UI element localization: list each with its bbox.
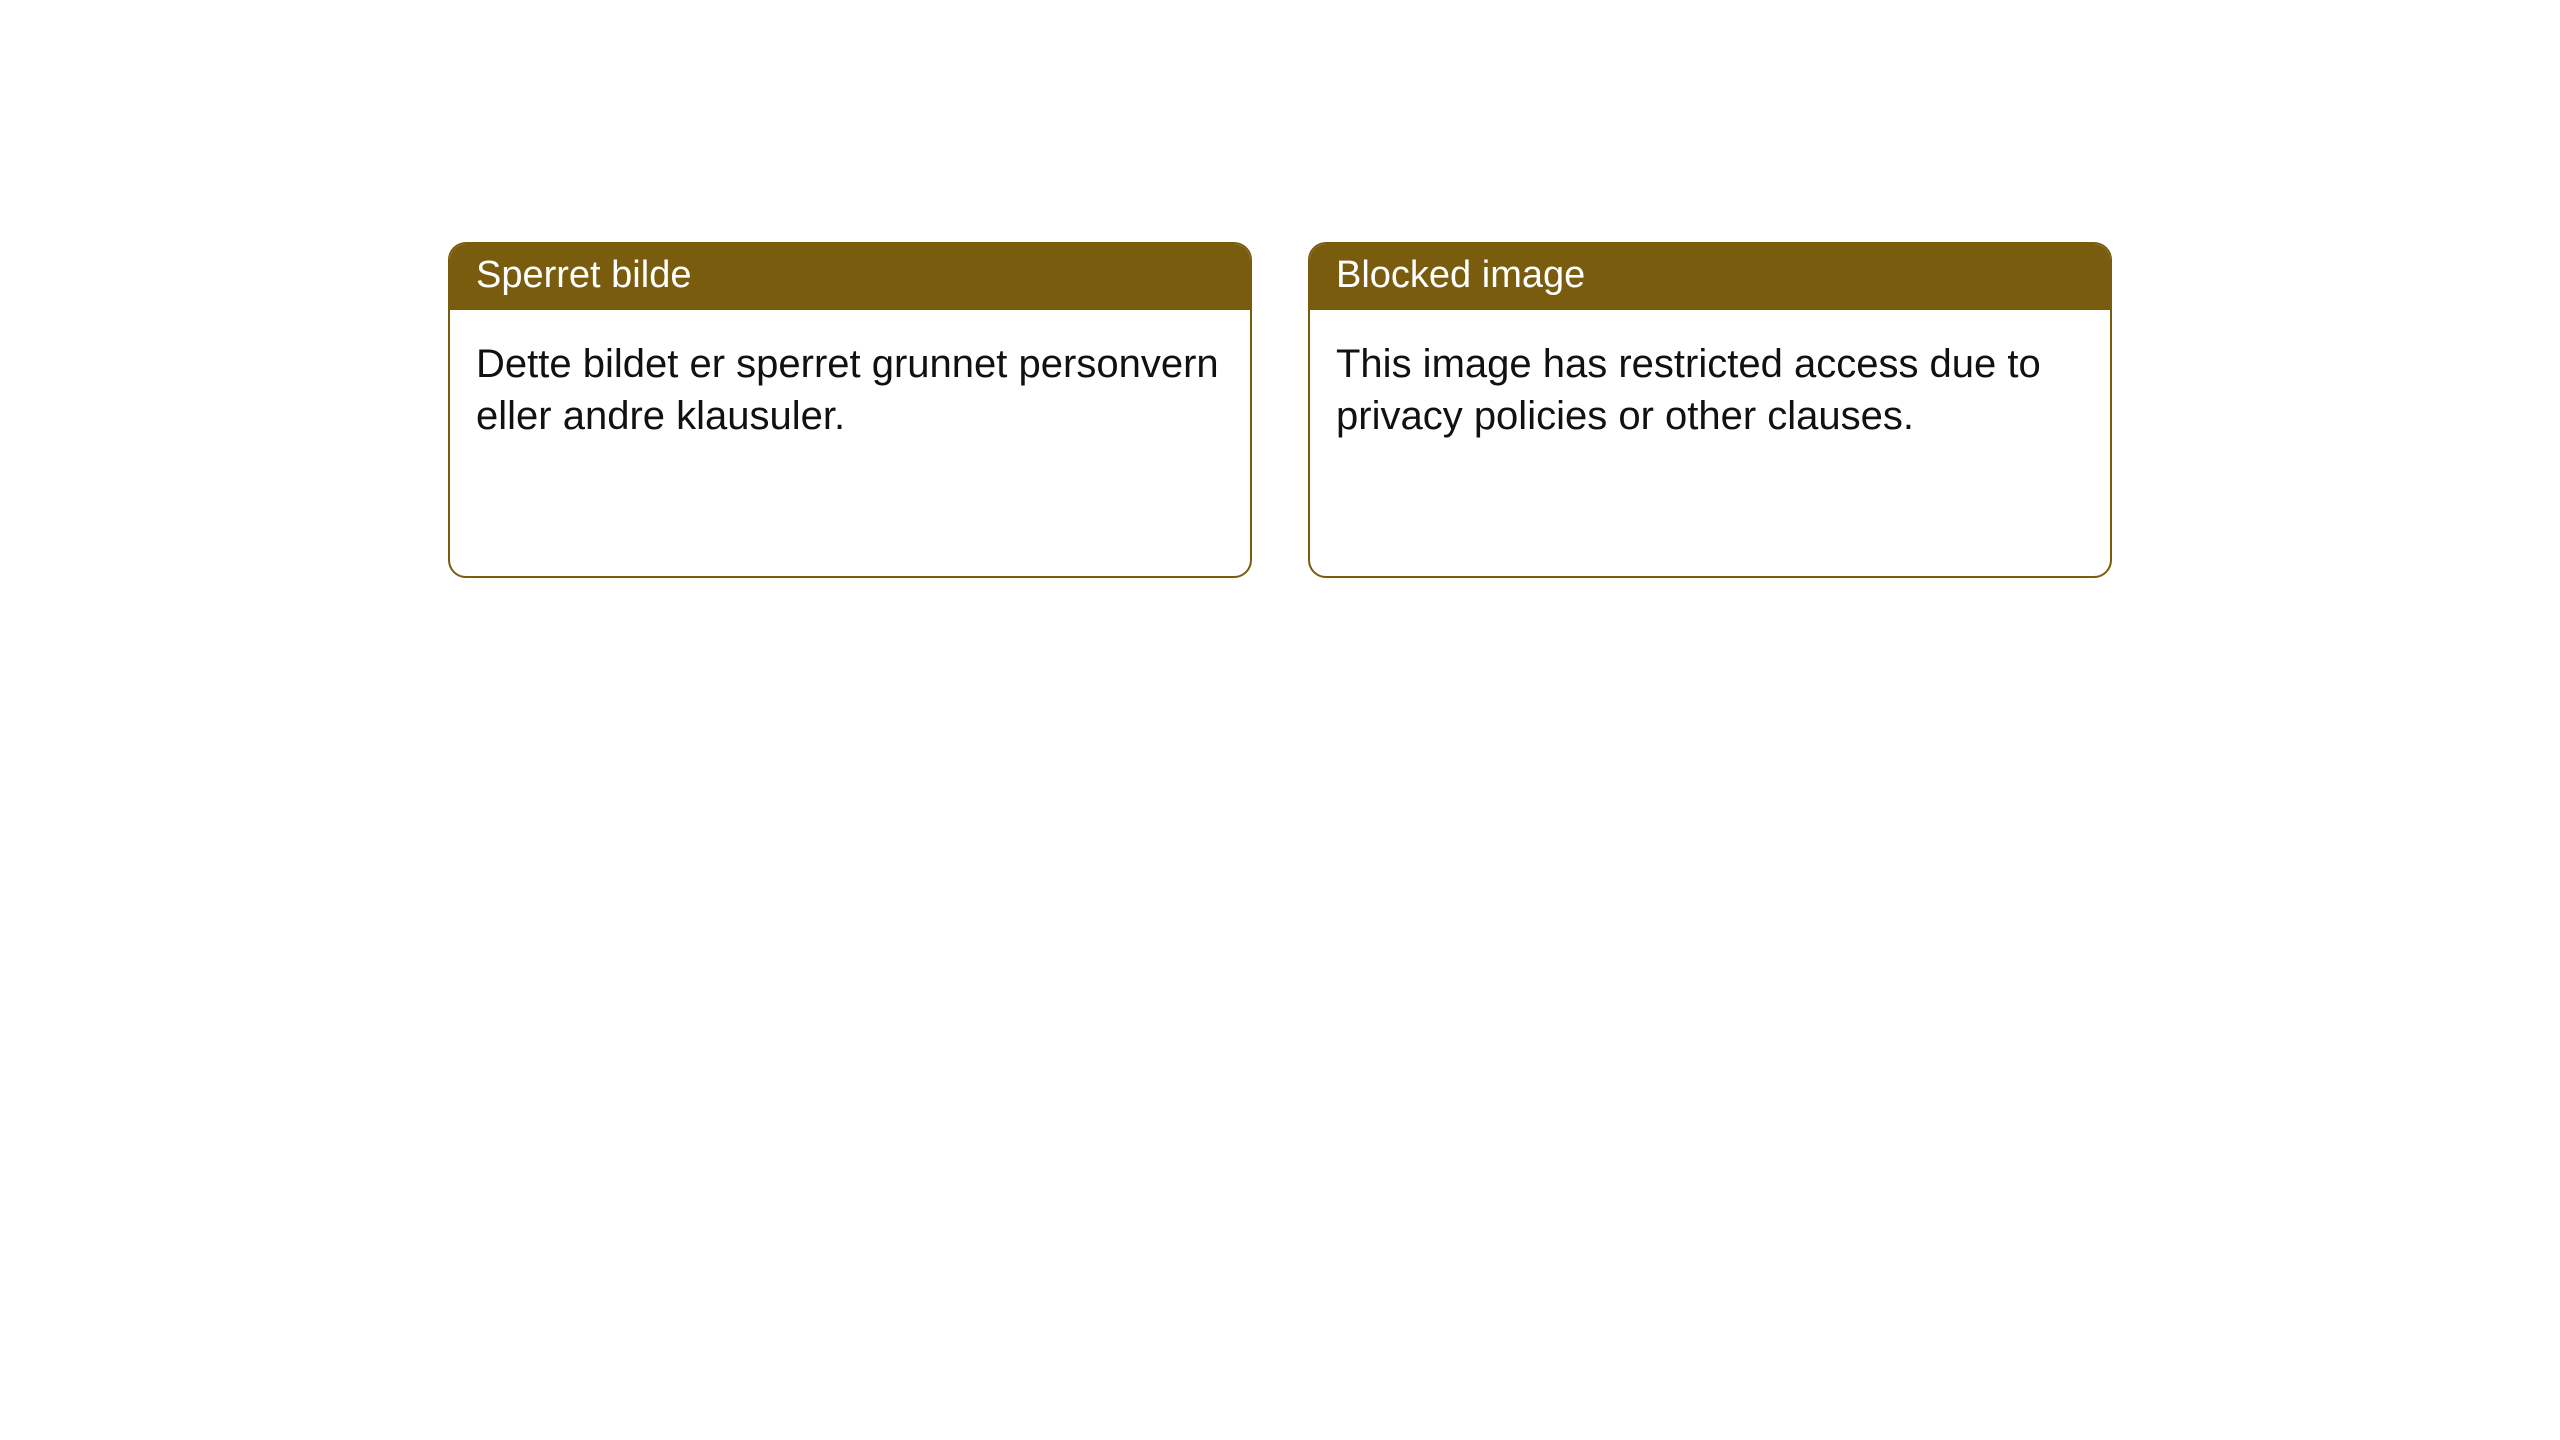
card-header-no: Sperret bilde: [450, 244, 1250, 310]
card-body-en: This image has restricted access due to …: [1310, 310, 2110, 462]
card-body-no: Dette bildet er sperret grunnet personve…: [450, 310, 1250, 462]
card-header-en: Blocked image: [1310, 244, 2110, 310]
blocked-image-card-no: Sperret bilde Dette bildet er sperret gr…: [448, 242, 1252, 578]
blocked-image-card-en: Blocked image This image has restricted …: [1308, 242, 2112, 578]
page-canvas: Sperret bilde Dette bildet er sperret gr…: [0, 0, 2560, 1440]
